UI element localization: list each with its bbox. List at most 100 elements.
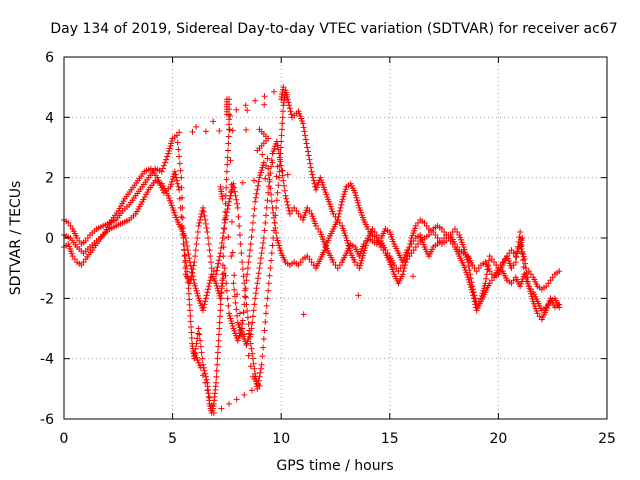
data-point bbox=[184, 243, 191, 250]
y-tick-label: -6 bbox=[40, 412, 54, 428]
data-point bbox=[483, 275, 490, 282]
data-point bbox=[200, 361, 207, 368]
data-point bbox=[241, 280, 248, 287]
data-point bbox=[258, 250, 265, 257]
data-point bbox=[255, 270, 262, 277]
data-point bbox=[197, 216, 204, 223]
data-point bbox=[279, 167, 286, 174]
data-point bbox=[197, 337, 204, 344]
data-point bbox=[355, 292, 362, 299]
data-point bbox=[286, 105, 293, 112]
data-point bbox=[250, 360, 257, 367]
data-point bbox=[260, 159, 267, 166]
data-point bbox=[218, 285, 225, 292]
data-point bbox=[260, 235, 267, 241]
data-point bbox=[522, 260, 529, 267]
data-point bbox=[337, 204, 344, 211]
data-point bbox=[521, 256, 528, 263]
data-point bbox=[239, 259, 246, 266]
data-point bbox=[262, 318, 269, 325]
data-point bbox=[423, 222, 430, 229]
data-point bbox=[345, 242, 352, 249]
data-point bbox=[270, 209, 277, 216]
data-point bbox=[510, 277, 517, 284]
data-point bbox=[220, 244, 227, 251]
data-point bbox=[195, 325, 202, 332]
data-point bbox=[273, 229, 280, 236]
data-point bbox=[462, 249, 469, 256]
data-point bbox=[545, 280, 552, 287]
data-point bbox=[259, 353, 266, 360]
data-point bbox=[227, 315, 234, 322]
data-point bbox=[352, 189, 359, 196]
data-point bbox=[397, 265, 404, 272]
data-point bbox=[190, 276, 197, 283]
data-point bbox=[251, 301, 258, 308]
data-point bbox=[295, 262, 302, 269]
data-point bbox=[176, 195, 183, 202]
data-point bbox=[245, 352, 252, 359]
data-point bbox=[223, 168, 230, 175]
data-point bbox=[245, 320, 252, 327]
data-point bbox=[260, 162, 267, 169]
data-point bbox=[300, 124, 307, 131]
data-point bbox=[215, 337, 222, 344]
data-point bbox=[175, 183, 182, 190]
data-point bbox=[201, 301, 208, 308]
data-point bbox=[236, 231, 243, 238]
data-point bbox=[224, 295, 231, 302]
data-point bbox=[235, 213, 242, 220]
data-point bbox=[255, 182, 262, 189]
data-point bbox=[286, 102, 293, 109]
data-point bbox=[428, 228, 435, 235]
data-point bbox=[341, 188, 348, 195]
data-point bbox=[371, 228, 378, 235]
data-point bbox=[486, 280, 493, 287]
data-point bbox=[412, 244, 419, 251]
data-point bbox=[357, 260, 364, 267]
data-point bbox=[295, 210, 302, 217]
data-point bbox=[172, 171, 179, 178]
data-point bbox=[275, 146, 282, 153]
data-point bbox=[67, 222, 74, 229]
data-point bbox=[216, 325, 223, 332]
data-point bbox=[210, 118, 217, 125]
data-point bbox=[78, 262, 85, 269]
data-point bbox=[215, 343, 222, 350]
data-point bbox=[352, 192, 359, 199]
data-point bbox=[229, 322, 236, 329]
data-point bbox=[252, 290, 259, 297]
data-point bbox=[406, 253, 413, 260]
data-point bbox=[311, 180, 318, 187]
data-point bbox=[253, 190, 260, 197]
data-point bbox=[250, 307, 257, 314]
data-point bbox=[168, 181, 175, 188]
data-point bbox=[274, 237, 281, 244]
data-point bbox=[242, 285, 249, 292]
data-point bbox=[306, 156, 313, 163]
data-point bbox=[373, 241, 380, 248]
data-point bbox=[192, 285, 199, 292]
data-point bbox=[268, 157, 275, 164]
data-point bbox=[263, 302, 270, 309]
data-point bbox=[167, 183, 174, 190]
data-point bbox=[302, 136, 309, 143]
x-tick-label: 15 bbox=[381, 431, 399, 447]
data-point bbox=[69, 253, 76, 260]
data-point bbox=[203, 224, 210, 231]
data-point bbox=[224, 161, 231, 168]
data-point bbox=[306, 256, 313, 263]
data-point bbox=[195, 222, 202, 229]
data-point bbox=[346, 247, 353, 254]
data-point bbox=[217, 295, 224, 302]
data-point bbox=[173, 132, 180, 139]
data-point bbox=[213, 267, 220, 274]
data-point bbox=[231, 272, 238, 279]
data-point bbox=[247, 247, 254, 254]
data-point bbox=[205, 283, 212, 290]
data-point bbox=[334, 216, 341, 223]
data-point bbox=[193, 287, 200, 294]
data-point bbox=[255, 178, 262, 185]
data-point bbox=[471, 298, 478, 305]
data-point bbox=[195, 359, 202, 366]
